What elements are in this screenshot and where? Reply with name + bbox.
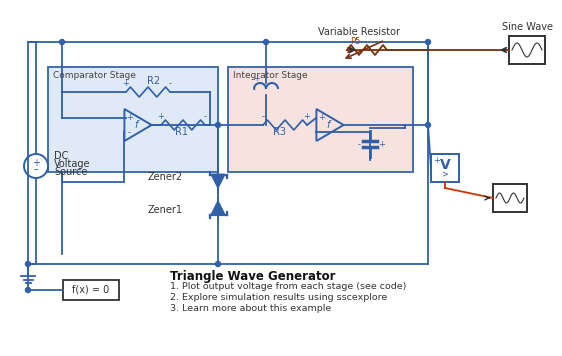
- Text: R3: R3: [274, 127, 287, 137]
- Text: +: +: [433, 156, 440, 165]
- Circle shape: [25, 262, 30, 267]
- Text: f: f: [327, 120, 330, 130]
- Text: +: +: [318, 112, 325, 121]
- Text: V: V: [439, 158, 450, 172]
- FancyBboxPatch shape: [48, 67, 218, 172]
- Text: -: -: [253, 85, 256, 94]
- Text: +: +: [303, 112, 310, 121]
- Circle shape: [25, 288, 30, 293]
- Text: DC: DC: [54, 151, 69, 161]
- FancyBboxPatch shape: [431, 154, 459, 182]
- Text: Integrator Stage: Integrator Stage: [233, 71, 307, 80]
- Text: Zener2: Zener2: [148, 172, 183, 182]
- Text: Voltage: Voltage: [54, 159, 90, 169]
- Text: R1: R1: [174, 127, 188, 137]
- FancyBboxPatch shape: [228, 67, 413, 172]
- Text: -: -: [203, 112, 206, 121]
- Circle shape: [264, 40, 269, 44]
- Circle shape: [425, 122, 430, 127]
- Text: Zener1: Zener1: [148, 205, 183, 215]
- Text: Variable Resistor: Variable Resistor: [318, 27, 400, 37]
- Text: +: +: [32, 157, 40, 168]
- Polygon shape: [211, 201, 224, 215]
- Polygon shape: [211, 174, 224, 188]
- Text: 2. Explore simulation results using sscexplore: 2. Explore simulation results using ssce…: [170, 293, 387, 302]
- FancyBboxPatch shape: [63, 280, 119, 300]
- Text: -: -: [169, 79, 171, 88]
- Text: +: +: [253, 74, 260, 83]
- Circle shape: [60, 40, 65, 44]
- Text: -: -: [261, 112, 265, 121]
- FancyBboxPatch shape: [493, 184, 527, 212]
- Text: +: +: [123, 79, 129, 88]
- Circle shape: [215, 262, 220, 267]
- Circle shape: [425, 40, 430, 44]
- Text: P5: P5: [350, 37, 360, 46]
- Text: R2: R2: [147, 76, 161, 86]
- Text: +: +: [126, 112, 133, 121]
- Text: >: >: [442, 169, 448, 178]
- Text: -: -: [358, 140, 361, 149]
- Text: f: f: [134, 120, 138, 130]
- Text: –: –: [34, 164, 38, 174]
- Text: +: +: [378, 140, 385, 149]
- Text: Sine Wave: Sine Wave: [501, 22, 552, 32]
- Text: -: -: [128, 129, 131, 137]
- Circle shape: [215, 122, 220, 127]
- Text: 3. Learn more about this example: 3. Learn more about this example: [170, 304, 331, 313]
- Text: -: -: [320, 129, 323, 137]
- Text: f(x) = 0: f(x) = 0: [72, 285, 110, 295]
- Text: 1. Plot output voltage from each stage (see code): 1. Plot output voltage from each stage (…: [170, 282, 406, 291]
- Text: Source: Source: [54, 167, 87, 177]
- FancyBboxPatch shape: [509, 36, 545, 64]
- Text: Triangle Wave Generator: Triangle Wave Generator: [170, 270, 336, 283]
- Text: Comparator Stage: Comparator Stage: [53, 71, 136, 80]
- Text: +: +: [157, 112, 165, 121]
